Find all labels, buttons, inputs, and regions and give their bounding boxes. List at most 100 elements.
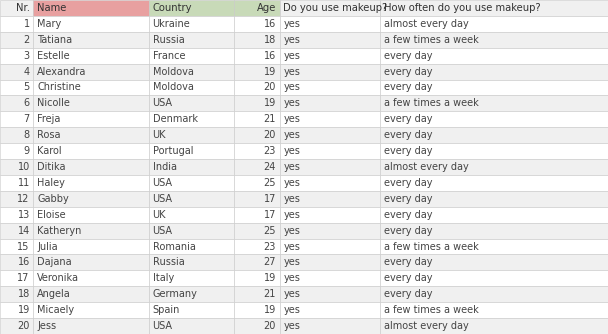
- Text: every day: every day: [384, 146, 432, 156]
- Text: every day: every day: [384, 210, 432, 220]
- Bar: [149, 79, 234, 96]
- Bar: [149, 111, 234, 127]
- Text: 18: 18: [264, 35, 276, 45]
- Text: yes: yes: [283, 66, 300, 76]
- Bar: [149, 191, 234, 207]
- Text: Estelle: Estelle: [37, 51, 70, 61]
- Text: 18: 18: [18, 289, 30, 299]
- Bar: [0, 159, 33, 175]
- Bar: [234, 318, 280, 334]
- Text: yes: yes: [283, 273, 300, 283]
- Text: yes: yes: [283, 35, 300, 45]
- Text: every day: every day: [384, 194, 432, 204]
- Text: How often do you use makeup?: How often do you use makeup?: [384, 3, 541, 13]
- Text: Ukraine: Ukraine: [153, 19, 190, 29]
- Text: 21: 21: [264, 114, 276, 124]
- Bar: [149, 96, 234, 111]
- Text: France: France: [153, 51, 185, 61]
- Text: Angela: Angela: [37, 289, 71, 299]
- Text: Nicolle: Nicolle: [37, 99, 70, 108]
- Text: 2: 2: [24, 35, 30, 45]
- Bar: [234, 48, 280, 63]
- Bar: [149, 159, 234, 175]
- Text: Portugal: Portugal: [153, 146, 193, 156]
- Bar: [380, 159, 608, 175]
- Bar: [0, 318, 33, 334]
- Bar: [33, 318, 149, 334]
- Text: almost every day: almost every day: [384, 162, 468, 172]
- Bar: [234, 191, 280, 207]
- Bar: [234, 159, 280, 175]
- Bar: [380, 127, 608, 143]
- Bar: [33, 32, 149, 48]
- Bar: [280, 286, 380, 302]
- Bar: [33, 0, 149, 16]
- Text: yes: yes: [283, 305, 300, 315]
- Bar: [380, 32, 608, 48]
- Text: Dajana: Dajana: [37, 258, 72, 268]
- Bar: [234, 79, 280, 96]
- Bar: [234, 16, 280, 32]
- Bar: [380, 191, 608, 207]
- Bar: [280, 159, 380, 175]
- Bar: [149, 223, 234, 238]
- Bar: [380, 0, 608, 16]
- Bar: [280, 16, 380, 32]
- Text: 25: 25: [263, 226, 276, 235]
- Text: yes: yes: [283, 241, 300, 252]
- Bar: [149, 318, 234, 334]
- Text: USA: USA: [153, 178, 173, 188]
- Text: 1: 1: [24, 19, 30, 29]
- Bar: [280, 111, 380, 127]
- Text: a few times a week: a few times a week: [384, 241, 478, 252]
- Bar: [149, 0, 234, 16]
- Text: Moldova: Moldova: [153, 82, 193, 93]
- Bar: [234, 271, 280, 286]
- Bar: [234, 0, 280, 16]
- Bar: [234, 207, 280, 223]
- Text: yes: yes: [283, 130, 300, 140]
- Bar: [0, 16, 33, 32]
- Text: Russia: Russia: [153, 258, 184, 268]
- Bar: [149, 302, 234, 318]
- Text: a few times a week: a few times a week: [384, 305, 478, 315]
- Text: Karol: Karol: [37, 146, 62, 156]
- Text: Veronika: Veronika: [37, 273, 79, 283]
- Bar: [33, 79, 149, 96]
- Bar: [0, 271, 33, 286]
- Bar: [33, 143, 149, 159]
- Bar: [149, 286, 234, 302]
- Bar: [149, 238, 234, 255]
- Text: yes: yes: [283, 194, 300, 204]
- Bar: [234, 223, 280, 238]
- Bar: [33, 191, 149, 207]
- Bar: [234, 96, 280, 111]
- Text: every day: every day: [384, 130, 432, 140]
- Bar: [234, 111, 280, 127]
- Text: yes: yes: [283, 289, 300, 299]
- Text: 17: 17: [18, 273, 30, 283]
- Bar: [380, 175, 608, 191]
- Text: Eloise: Eloise: [37, 210, 66, 220]
- Text: 24: 24: [264, 162, 276, 172]
- Bar: [0, 63, 33, 79]
- Text: every day: every day: [384, 66, 432, 76]
- Text: 19: 19: [264, 66, 276, 76]
- Text: every day: every day: [384, 258, 432, 268]
- Bar: [380, 255, 608, 271]
- Bar: [280, 271, 380, 286]
- Text: 13: 13: [18, 210, 30, 220]
- Text: yes: yes: [283, 321, 300, 331]
- Bar: [280, 143, 380, 159]
- Bar: [33, 255, 149, 271]
- Text: 5: 5: [24, 82, 30, 93]
- Text: Romania: Romania: [153, 241, 196, 252]
- Text: Age: Age: [257, 3, 276, 13]
- Bar: [380, 96, 608, 111]
- Bar: [280, 48, 380, 63]
- Text: 12: 12: [18, 194, 30, 204]
- Text: UK: UK: [153, 130, 166, 140]
- Text: 23: 23: [264, 241, 276, 252]
- Text: Country: Country: [153, 3, 192, 13]
- Bar: [0, 175, 33, 191]
